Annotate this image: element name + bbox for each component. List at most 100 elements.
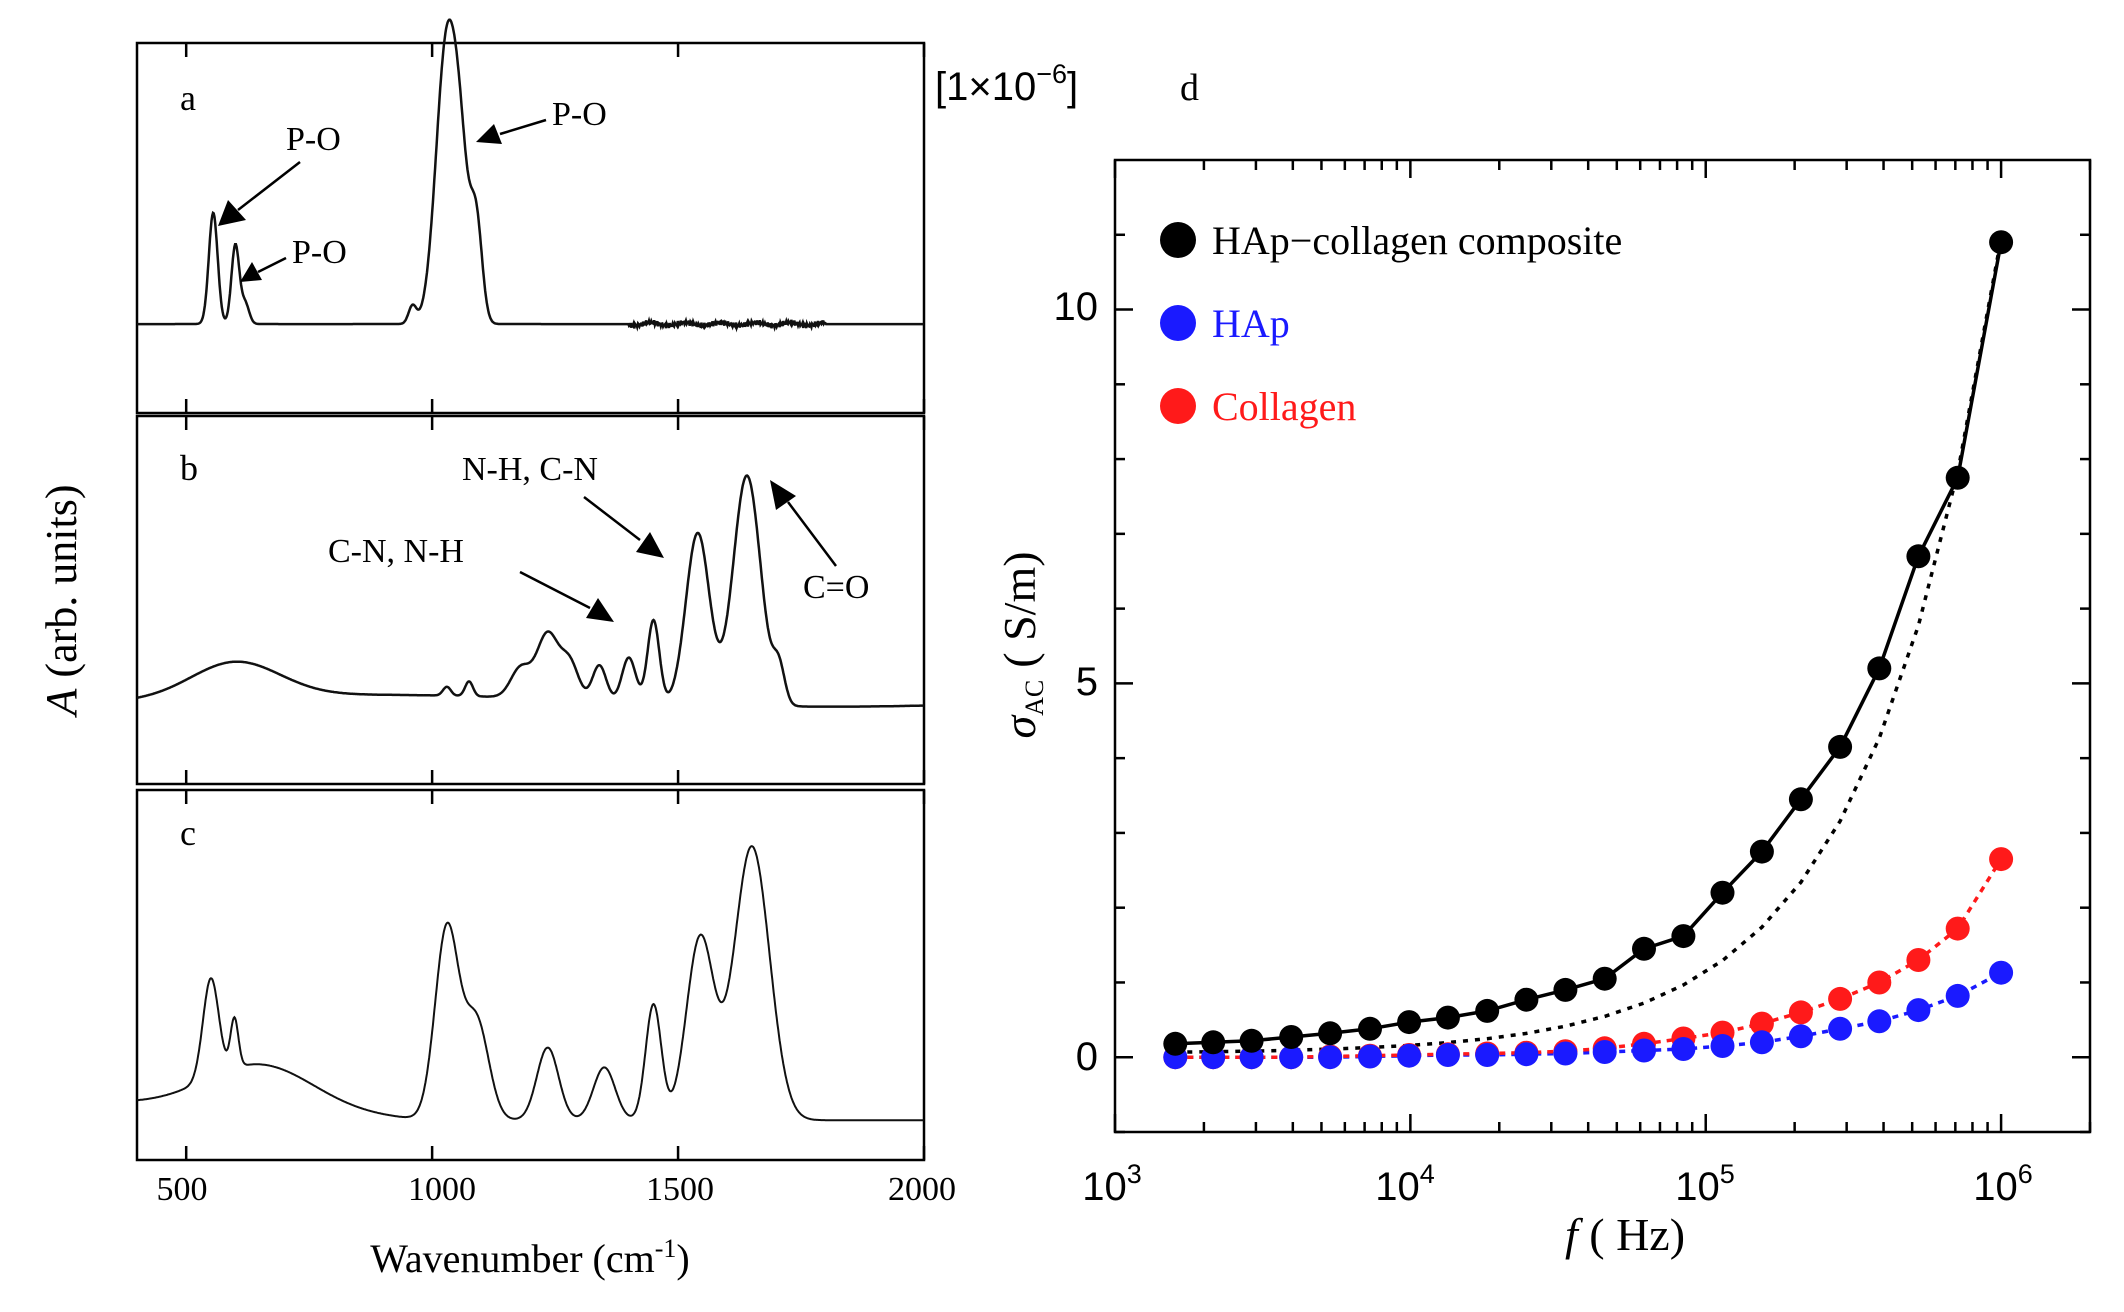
- x-axis-label-spectra: Wavenumber (cm-1): [370, 1234, 689, 1281]
- panel-a-label: a: [180, 78, 196, 118]
- point-composite: [1945, 465, 1970, 490]
- legend-marker-hap: [1160, 305, 1196, 341]
- point-hap: [1239, 1045, 1264, 1070]
- y-tick-label-10: 10: [1054, 285, 1099, 329]
- point-composite: [1475, 998, 1500, 1023]
- x-tick-label-1e6: 106: [1973, 1159, 2033, 1209]
- x-axis-label-frequency: f ( Hz): [1565, 1209, 1685, 1260]
- panel-d-frame: [1113, 158, 2092, 1134]
- point-hap: [1435, 1043, 1460, 1067]
- point-hap: [1514, 1042, 1539, 1067]
- point-collagen: [1867, 970, 1892, 995]
- point-hap: [1553, 1041, 1578, 1066]
- annotation-co-arrow: [770, 480, 837, 567]
- legend-label-collagen: Collagen: [1212, 384, 1356, 429]
- panel-d-ticks: [1113, 160, 2092, 1134]
- data-points: [1163, 230, 2014, 1070]
- point-composite: [1906, 544, 1931, 569]
- annotation-po-2-arrow: [240, 256, 287, 282]
- x-tick-label-2000: 2000: [888, 1171, 956, 1208]
- fit-line-composite: [1175, 241, 2003, 1046]
- panel-b: b N-H, C-N C-N, N-H C=O: [135, 414, 926, 786]
- legend-item-hap: HAp: [1160, 301, 1290, 346]
- point-hap: [1788, 1024, 1813, 1049]
- annotation-nh-cn-arrow: [583, 496, 664, 558]
- legend-item-collagen: Collagen: [1160, 384, 1356, 429]
- panel-d-label: d: [1180, 67, 1199, 109]
- annotation-po-1-label: P-O: [286, 121, 341, 158]
- x-tick-label-1500: 1500: [646, 1171, 714, 1208]
- point-composite: [1435, 1005, 1460, 1030]
- x-tick-label-1000: 1000: [408, 1171, 476, 1208]
- point-composite: [1788, 787, 1813, 812]
- point-composite: [1989, 230, 2014, 255]
- annotation-cn-nh-arrow: [519, 570, 614, 622]
- point-composite: [1514, 987, 1539, 1012]
- point-composite: [1318, 1021, 1343, 1046]
- point-hap: [1397, 1043, 1422, 1068]
- annotation-po-2-label: P-O: [292, 234, 347, 271]
- panel-c-x-ticks: [184, 790, 926, 1160]
- point-composite: [1239, 1028, 1264, 1053]
- point-composite: [1358, 1016, 1382, 1041]
- point-composite: [1867, 656, 1892, 681]
- multiplier-label: [1×10−6]: [935, 59, 1078, 109]
- point-composite: [1201, 1030, 1226, 1055]
- point-hap: [1906, 998, 1931, 1023]
- spectrum-a-line: [137, 18, 924, 333]
- y-tick-label-5: 5: [1076, 660, 1098, 704]
- fit-line-collagen: [1175, 858, 2003, 1059]
- point-collagen: [1788, 1000, 1813, 1025]
- panel-c: c 500 1000 1500 2000 Wavenumber (cm-1): [135, 788, 956, 1281]
- legend-label-hap: HAp: [1212, 301, 1290, 346]
- annotation-po-3-label: P-O: [552, 96, 607, 133]
- point-collagen: [1828, 986, 1853, 1011]
- point-hap: [1671, 1037, 1696, 1061]
- legend: HAp−collagen composite HAp Collagen: [1160, 218, 1622, 429]
- point-hap: [1989, 960, 2014, 985]
- annotation-po-3-arrow: [476, 118, 547, 144]
- point-hap: [1710, 1034, 1735, 1058]
- panel-b-label: b: [180, 448, 198, 488]
- x-tick-label-1e5: 105: [1675, 1159, 1735, 1209]
- point-hap: [1945, 983, 1970, 1008]
- spectrum-c-line: [136, 845, 924, 1122]
- panel-d: [1×10−6] d 0 5 10 103 104 105 106 f ( Hz…: [935, 59, 2092, 1260]
- panel-b-frame: [135, 414, 926, 786]
- point-composite: [1397, 1010, 1422, 1035]
- spectrum-b-line: [136, 474, 924, 708]
- legend-marker-collagen: [1160, 388, 1196, 424]
- point-hap: [1279, 1045, 1304, 1070]
- panel-a-x-ticks: [184, 43, 926, 413]
- legend-marker-composite: [1160, 222, 1196, 258]
- point-hap: [1475, 1043, 1500, 1067]
- point-hap: [1632, 1038, 1656, 1063]
- point-composite: [1592, 966, 1617, 991]
- legend-label-composite: HAp−collagen composite: [1212, 218, 1622, 263]
- point-composite: [1553, 977, 1578, 1002]
- point-hap: [1318, 1045, 1343, 1070]
- panel-a-frame: [135, 41, 926, 415]
- point-collagen: [1906, 948, 1931, 972]
- point-composite: [1163, 1031, 1188, 1056]
- x-tick-label-1e3: 103: [1082, 1159, 1142, 1209]
- point-composite: [1671, 924, 1696, 949]
- annotation-nh-cn-label: N-H, C-N: [462, 451, 598, 488]
- panel-a: a P-O P-O P-O: [135, 18, 926, 415]
- point-composite: [1279, 1025, 1304, 1049]
- point-composite: [1710, 880, 1735, 905]
- x-tick-label-1e4: 104: [1375, 1159, 1435, 1209]
- point-hap: [1592, 1040, 1617, 1064]
- point-hap: [1358, 1044, 1382, 1069]
- y-tick-label-0: 0: [1076, 1035, 1098, 1079]
- panel-b-x-ticks: [184, 416, 926, 784]
- fit-lines: [1175, 238, 2003, 1059]
- annotation-cn-nh-label: C-N, N-H: [328, 533, 464, 570]
- point-composite: [1828, 734, 1853, 759]
- y-axis-label-spectra: A (arb. units): [37, 485, 86, 719]
- point-hap: [1749, 1030, 1774, 1055]
- x-tick-label-500: 500: [157, 1171, 208, 1208]
- point-collagen: [1749, 1011, 1774, 1036]
- point-collagen: [1989, 847, 2014, 872]
